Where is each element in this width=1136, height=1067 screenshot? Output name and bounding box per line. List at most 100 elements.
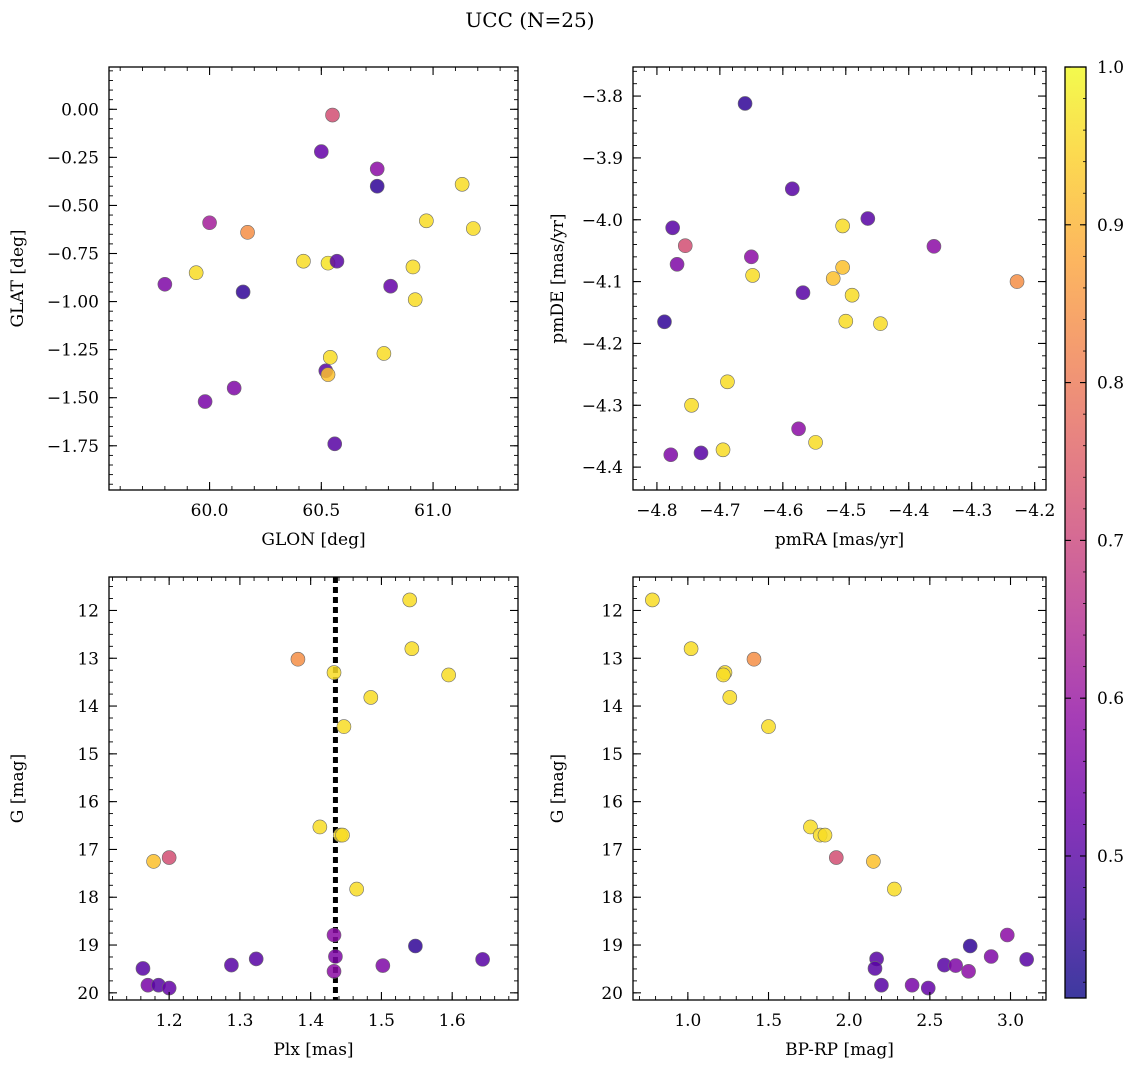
axes-frame xyxy=(108,66,519,491)
scatter-point xyxy=(408,938,423,954)
scatter-point xyxy=(188,265,204,281)
x-tick-label: −4.8 xyxy=(636,501,677,521)
x-tick-label: −4.7 xyxy=(699,501,740,521)
scatter-point xyxy=(161,850,177,865)
axes-frame xyxy=(632,576,1047,1001)
scatter-point xyxy=(873,316,888,331)
scatter-point xyxy=(157,276,173,292)
scatter-point xyxy=(475,952,490,967)
y-tick-label: 16 xyxy=(77,793,99,813)
scatter-point xyxy=(669,256,685,272)
y-tick-label: −1.50 xyxy=(47,389,99,409)
scatter-point xyxy=(693,445,709,461)
colorbar-ticks: 0.5 0.6 0.7 0.8 0.9 1.0 xyxy=(1065,58,1124,983)
scatter-point xyxy=(860,211,876,226)
axes-frame xyxy=(108,576,519,1001)
scatter-point xyxy=(744,249,759,265)
y-tick-label: −4.1 xyxy=(582,273,623,293)
scatter-point xyxy=(722,690,738,705)
scatter-point xyxy=(737,96,753,111)
y-tick-label: −4.0 xyxy=(582,211,623,231)
scatter-point xyxy=(920,980,936,996)
y-tick-label: 18 xyxy=(601,888,623,908)
y-tick-label: 14 xyxy=(77,697,99,717)
scatter-point xyxy=(322,350,338,365)
x-tick-label: 1.4 xyxy=(297,1011,324,1031)
scatter-point xyxy=(226,380,242,396)
scatter-point xyxy=(866,854,881,869)
x-tick-label: −4.2 xyxy=(1014,501,1055,521)
scatter-point xyxy=(720,374,735,390)
scatter-point xyxy=(296,253,311,269)
scatter-point xyxy=(677,238,693,254)
scatter-point xyxy=(441,667,456,683)
y-tick-label: −4.4 xyxy=(582,458,623,478)
scatter-point xyxy=(336,719,352,734)
colorbar-tick-label: 0.7 xyxy=(1097,531,1124,551)
scatter-point xyxy=(369,161,385,177)
scatter-point xyxy=(645,592,660,608)
scatter-point xyxy=(197,394,213,409)
scatter-point xyxy=(867,961,883,976)
scatter-point xyxy=(326,665,342,680)
scatter-point xyxy=(224,957,239,973)
y-tick-label: 12 xyxy=(601,601,623,621)
scatter-point xyxy=(803,819,818,835)
scatter-point xyxy=(983,949,999,964)
x-tick-label: −4.3 xyxy=(951,501,992,521)
scatter-point xyxy=(684,397,699,413)
scatter-point xyxy=(407,292,423,307)
scatter-point xyxy=(784,181,800,197)
scatter-point xyxy=(961,964,976,979)
scatter-point xyxy=(363,690,379,705)
scatter-point xyxy=(419,213,434,229)
scatter-point xyxy=(761,719,776,734)
colorbar-gradient xyxy=(1065,67,1086,998)
x-tick-label: 3.0 xyxy=(997,1011,1024,1031)
x-tick-label: 60.5 xyxy=(302,501,340,521)
colorbar: 0.5 0.6 0.7 0.8 0.9 1.0 xyxy=(1064,58,1124,999)
y-tick-label: −0.25 xyxy=(47,148,99,168)
y-tick-label: 19 xyxy=(601,936,623,956)
y-tick-label: 19 xyxy=(77,936,99,956)
x-tick-label: −4.6 xyxy=(762,501,803,521)
scatter-point xyxy=(325,107,340,123)
y-tick-label: 15 xyxy=(77,745,99,765)
scatter-point xyxy=(248,951,264,967)
y-axis-label: G [mag] xyxy=(548,754,568,823)
scatter-point xyxy=(402,592,418,608)
y-tick-label: 13 xyxy=(77,649,99,669)
y-tick-label: 20 xyxy=(77,984,99,1004)
x-tick-label: 2.5 xyxy=(916,1011,943,1031)
y-tick-label: 13 xyxy=(601,649,623,669)
colorbar-tick-label: 0.6 xyxy=(1097,689,1124,709)
x-tick-label: −4.5 xyxy=(825,501,866,521)
colorbar-frame xyxy=(1064,66,1087,999)
scatter-point xyxy=(825,271,841,286)
colorbar-tick-label: 0.5 xyxy=(1097,847,1124,867)
scatter-point xyxy=(326,927,342,943)
x-tick-label: 1.6 xyxy=(439,1011,466,1031)
scatter-point xyxy=(962,938,978,954)
x-tick-label: 1.2 xyxy=(156,1011,183,1031)
scatter-point xyxy=(327,436,343,452)
scatter-point xyxy=(320,367,336,382)
colorbar-tick-label: 0.9 xyxy=(1097,216,1124,236)
y-tick-label: 12 xyxy=(77,601,99,621)
scatter-point xyxy=(369,178,385,194)
scatter-point xyxy=(663,447,679,463)
y-tick-label: −3.9 xyxy=(582,149,623,169)
panel-top-right: −4.8 −4.7 −4.6 −4.5 −4.4 −4.3 −4.2 −3.8 −3.9 −4.0… xyxy=(548,66,1055,550)
y-tick-label: 14 xyxy=(601,697,623,717)
scatter-point xyxy=(1019,952,1034,967)
x-tick-label: 61.0 xyxy=(414,501,452,521)
scatter-point xyxy=(817,827,833,843)
scatter-point xyxy=(314,144,329,159)
scatter-point xyxy=(375,958,391,973)
scatter-point xyxy=(746,651,762,667)
y-tick-label: 18 xyxy=(77,888,99,908)
y-tick-label: −1.00 xyxy=(47,293,99,313)
scatter-point xyxy=(335,827,350,843)
y-tick-label: 17 xyxy=(77,840,99,860)
x-axis-label: GLON [deg] xyxy=(261,530,365,550)
